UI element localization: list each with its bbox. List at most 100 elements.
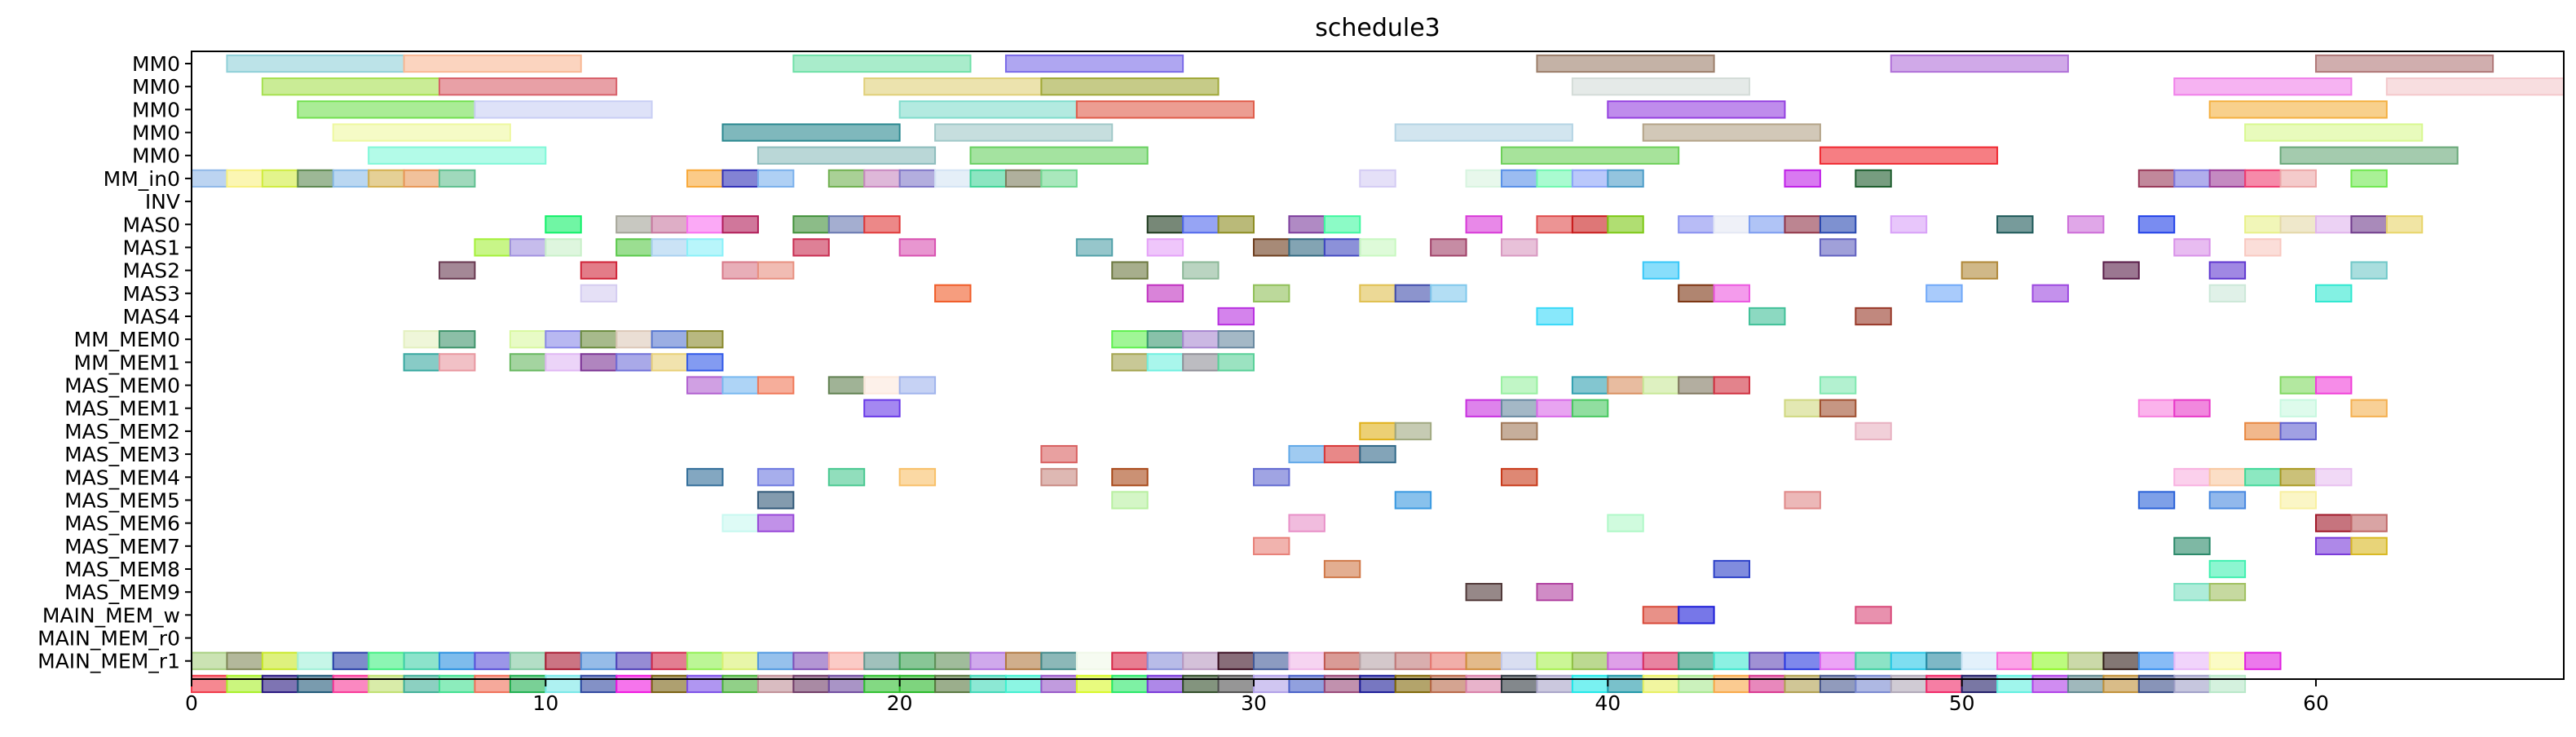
task-bar [1075,100,1255,119]
task-bar [2208,651,2247,670]
task-bar [545,238,582,257]
row-label: MAS_MEM2 [64,420,180,444]
task-bar [1536,674,1573,694]
task-bar [651,238,689,257]
task-bar [1784,491,1821,510]
task-bar [1607,674,1644,694]
task-bar [686,330,724,349]
task-bar [2314,54,2494,73]
row-label: MAIN_MEM_r0 [37,627,180,651]
task-bar [651,674,689,694]
task-bar [1465,674,1503,694]
task-bar [2208,100,2388,119]
task-bar [756,468,795,487]
task-bar [2350,215,2388,234]
row-label: MM0 [132,75,180,99]
task-bar [1146,330,1184,349]
task-bar [721,514,759,532]
task-bar [1501,651,1538,670]
task-bar [1465,399,1503,417]
task-bar [1536,54,1715,73]
x-tick-label: 40 [1595,691,1621,715]
x-tick-label: 50 [1949,691,1975,715]
task-bar [474,651,511,670]
task-bar [1713,674,1751,694]
task-bar [1607,514,1644,532]
task-bar [1749,674,1786,694]
task-bar [827,651,866,670]
task-bar [2314,468,2353,487]
task-bar [2385,77,2565,96]
task-bar [898,651,937,670]
task-bar [1819,651,1857,670]
task-bar [1607,376,1644,395]
task-bar [545,215,582,234]
task-bar [1288,674,1325,694]
row-label: MAS_MEM4 [64,466,180,489]
task-bar [898,238,937,257]
task-bar [1146,284,1184,302]
task-bar [1501,399,1538,417]
task-bar [651,215,689,234]
task-bar [2314,514,2353,532]
task-bar [2244,215,2282,234]
task-bar [1323,238,1361,257]
task-bar [1925,651,1963,670]
task-bar [1890,674,1928,694]
task-bar [1819,238,1857,257]
task-bar [1146,674,1184,694]
task-bar [545,353,582,372]
task-bar [1501,146,1680,165]
task-bar [261,77,441,96]
task-bar [297,169,334,188]
task-bar [1925,284,1963,302]
task-bar [545,651,582,670]
task-bar [1996,651,2034,670]
task-bar [439,261,476,280]
task-bar [756,169,795,188]
task-bar [1607,215,1644,234]
x-tick-label: 10 [532,691,558,715]
task-bar [1501,674,1538,694]
task-bar [721,674,759,694]
x-tick-label: 30 [1241,691,1267,715]
task-bar [509,651,547,670]
task-bar [1501,421,1538,441]
task-bar [1678,651,1715,670]
task-bar [1996,674,2034,694]
task-bar [1749,307,1786,326]
task-bar [368,674,405,694]
task-bar [439,330,476,349]
task-bar [1040,468,1078,487]
task-bar [2208,261,2247,280]
task-bar [2279,146,2459,165]
task-bar [1359,421,1396,441]
task-bar [1713,651,1751,670]
task-bar [1004,651,1043,670]
task-bar [2350,399,2388,417]
task-bar [615,330,653,349]
task-bar [580,261,618,280]
task-bar [2067,651,2105,670]
task-bar [1111,261,1149,280]
row-label: MM0 [132,121,180,145]
task-bar [1004,674,1043,694]
task-bar [332,169,370,188]
task-bar [686,353,724,372]
task-bar [368,651,405,670]
task-bar [2208,583,2247,602]
task-bar [686,215,724,234]
task-bar [1111,468,1149,487]
task-bar [2314,284,2353,302]
task-bar [1465,651,1503,670]
row-label: MM0 [132,98,180,121]
task-bar [1394,421,1432,441]
task-bar [686,468,724,487]
task-bar [1642,606,1680,624]
task-bar [1146,238,1184,257]
task-bar [898,468,937,487]
task-bar [1925,674,1963,694]
row-label: MAS0 [123,213,180,236]
task-bar [1252,468,1290,487]
task-bar [1430,238,1467,257]
